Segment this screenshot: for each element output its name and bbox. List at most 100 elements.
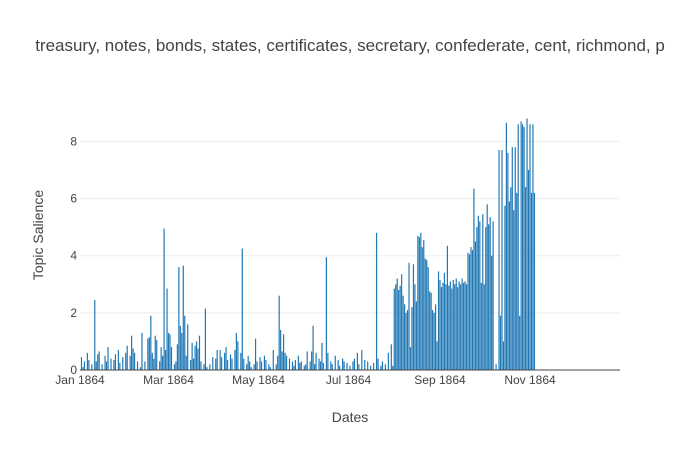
bar xyxy=(226,360,229,370)
bar xyxy=(380,365,382,370)
bar xyxy=(315,352,317,370)
bar xyxy=(185,355,187,370)
bar xyxy=(401,274,403,370)
bar xyxy=(488,224,490,370)
bar xyxy=(423,240,425,370)
bar xyxy=(263,355,266,370)
bar xyxy=(144,361,146,370)
bar xyxy=(479,221,481,370)
bar xyxy=(331,364,333,370)
bar xyxy=(312,325,314,370)
bar xyxy=(132,348,134,370)
bar xyxy=(486,204,488,370)
bar xyxy=(501,150,503,370)
x-tick-label: Jul 1864 xyxy=(326,373,372,387)
bar xyxy=(522,124,524,370)
bar xyxy=(184,315,186,370)
bar xyxy=(483,284,485,370)
bar xyxy=(160,347,162,370)
bar xyxy=(398,290,400,370)
bar xyxy=(86,352,88,370)
bar xyxy=(285,355,288,370)
bar xyxy=(524,187,527,370)
bar xyxy=(104,355,106,370)
bar xyxy=(169,334,171,370)
bar xyxy=(178,267,180,370)
bar xyxy=(532,124,534,370)
bar xyxy=(477,215,479,370)
bar xyxy=(294,360,296,370)
bar xyxy=(358,364,360,370)
bar xyxy=(471,250,474,370)
bar xyxy=(254,338,257,370)
bar xyxy=(300,361,302,370)
bar xyxy=(151,352,153,370)
bar xyxy=(417,235,419,370)
bar xyxy=(114,354,116,370)
bar xyxy=(415,301,417,370)
bar xyxy=(243,358,245,370)
y-tick-label: 8 xyxy=(70,134,77,148)
bar xyxy=(275,364,277,370)
bar xyxy=(224,352,226,370)
bar xyxy=(406,310,409,370)
bar xyxy=(361,350,363,370)
bar xyxy=(297,355,299,370)
bar xyxy=(122,357,124,370)
bar xyxy=(465,284,468,370)
bar xyxy=(215,358,217,370)
bar xyxy=(249,361,251,370)
bar xyxy=(319,361,322,370)
bar xyxy=(429,291,431,370)
bar xyxy=(485,227,487,370)
bar xyxy=(148,337,150,370)
bar xyxy=(240,352,242,370)
bar xyxy=(520,121,522,371)
bar xyxy=(305,364,307,370)
y-tick-label: 4 xyxy=(70,249,77,263)
bar xyxy=(277,355,279,370)
y-axis-title: Topic Salience xyxy=(30,190,46,280)
bar xyxy=(195,341,198,370)
bar xyxy=(203,364,205,370)
bar xyxy=(460,284,462,370)
bar xyxy=(436,341,438,370)
bar xyxy=(283,334,285,370)
bar xyxy=(375,232,378,370)
bar xyxy=(200,361,202,370)
bar xyxy=(526,118,528,370)
bar xyxy=(408,262,410,370)
bar xyxy=(126,345,128,370)
bar xyxy=(527,170,530,370)
bar xyxy=(209,364,211,370)
bar xyxy=(352,361,354,370)
bar xyxy=(446,245,448,370)
bar xyxy=(439,280,441,370)
bar xyxy=(395,284,397,370)
bar xyxy=(156,340,158,370)
bar xyxy=(454,284,456,370)
bar xyxy=(198,335,201,370)
bar xyxy=(424,258,426,370)
bar xyxy=(234,350,236,370)
bar xyxy=(445,284,447,370)
y-tick-label: 2 xyxy=(70,306,77,320)
bar xyxy=(476,227,478,370)
bar xyxy=(337,360,339,370)
bar xyxy=(163,228,165,370)
bar xyxy=(412,264,415,370)
bar xyxy=(409,347,412,370)
x-axis-ticks: Jan 1864 Mar 1864 May 1864 Jul 1864 Sep 1864… xyxy=(55,373,556,387)
bar xyxy=(117,350,119,370)
bar xyxy=(381,361,384,370)
bar xyxy=(507,152,509,370)
bar xyxy=(430,292,432,370)
bar xyxy=(288,358,291,370)
bar xyxy=(418,237,420,370)
bar xyxy=(473,188,475,370)
bar xyxy=(392,365,394,370)
bar xyxy=(513,210,515,370)
bar xyxy=(342,358,344,370)
bar xyxy=(321,342,323,370)
